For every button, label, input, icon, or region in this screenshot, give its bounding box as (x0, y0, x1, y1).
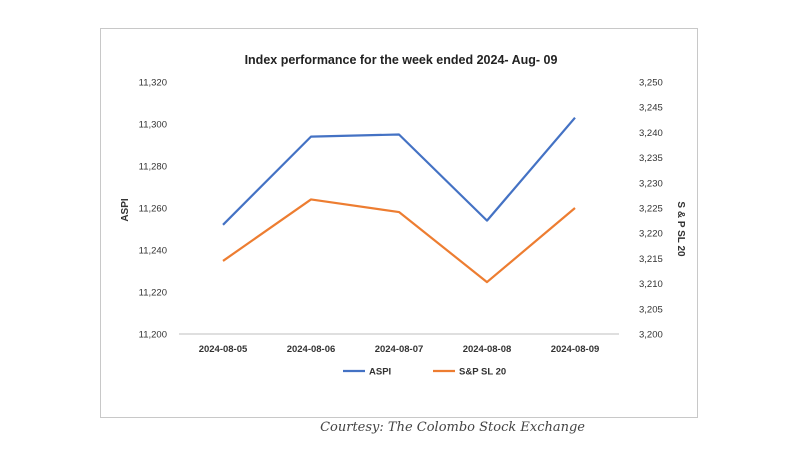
y-tick-label-right: 3,215 (639, 254, 663, 265)
y-tick-label-left: 11,200 (139, 330, 167, 341)
y-tick-label-left: 11,300 (139, 120, 167, 131)
legend-label: S&P SL 20 (459, 367, 506, 378)
y-tick-label-right: 3,225 (639, 204, 663, 215)
y-tick-label-right: 3,230 (639, 178, 663, 189)
legend-label: ASPI (369, 367, 391, 378)
series-line (222, 116, 576, 226)
plot-layer: 11,200 11,220 11,240 11,260 11,280 11,300 11,3… (139, 78, 663, 378)
x-tick-label: 2024-08-07 (375, 344, 424, 355)
chart-area: Index performance for the week ended 202… (120, 53, 686, 378)
y-tick-label-right: 3,210 (639, 279, 663, 290)
y-tick-label-right: 3,250 (639, 78, 663, 89)
y-tick-label-left: 11,280 (139, 162, 167, 173)
y-tick-label-right: 3,205 (639, 304, 663, 315)
y-tick-label-left: 11,320 (139, 78, 167, 89)
y-tick-label-right: 3,235 (639, 153, 663, 164)
y-tick-label-right: 3,245 (639, 103, 663, 114)
x-tick-label: 2024-08-05 (199, 344, 248, 355)
chart-frame: Index performance for the week ended 202… (100, 28, 698, 435)
y-tick-label-left: 11,240 (139, 246, 167, 257)
y-tick-label-left: 11,220 (139, 288, 167, 299)
x-tick-label: 2024-08-08 (463, 344, 512, 355)
courtesy-credit: Courtesy: The Colombo Stock Exchange (320, 420, 585, 435)
y-tick-label-left: 11,260 (139, 204, 167, 215)
series-line (222, 198, 576, 284)
chart-title: Index performance for the week ended 202… (245, 53, 558, 67)
y-tick-label-right: 3,220 (639, 229, 663, 240)
y-tick-label-right: 3,240 (639, 128, 663, 139)
x-tick-label: 2024-08-09 (551, 344, 600, 355)
y-axis-label-left: ASPI (120, 198, 131, 222)
x-tick-label: 2024-08-06 (287, 344, 336, 355)
y-axis-label-right: S & P SL 20 (675, 201, 686, 257)
y-tick-label-right: 3,200 (639, 330, 663, 341)
